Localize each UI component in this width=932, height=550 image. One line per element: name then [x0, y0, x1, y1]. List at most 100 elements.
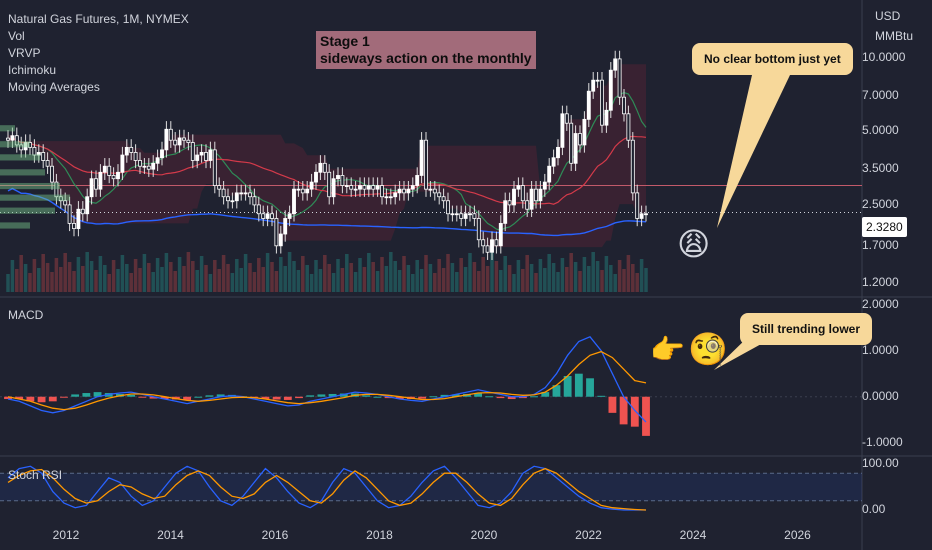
candle-body	[199, 152, 204, 156]
volume-bar	[15, 269, 19, 292]
indicator-vrvp[interactable]: VRVP	[8, 46, 41, 60]
volume-bar	[389, 252, 393, 292]
macd-histogram-bar	[48, 396, 57, 402]
macd-histogram-bar	[451, 394, 460, 397]
volume-bar	[147, 263, 151, 292]
macd-histogram-bar	[183, 396, 192, 400]
macd-histogram-bar	[619, 396, 628, 425]
ichimoku-cloud	[8, 64, 646, 248]
ma-long-line	[7, 187, 647, 237]
macd-histogram-bar	[429, 396, 438, 398]
volume-bar	[28, 273, 32, 292]
candle-body	[116, 171, 120, 180]
candle-body	[230, 200, 235, 203]
price-tick-label: 7.0000	[862, 87, 899, 102]
volume-bar	[261, 267, 265, 292]
macd-histogram-bar	[373, 396, 382, 398]
candle-body	[613, 58, 618, 71]
volume-bar	[257, 258, 261, 292]
pointing-hand-icon: 👉	[650, 333, 685, 366]
volume-bar	[490, 252, 494, 292]
volume-bar	[358, 258, 362, 292]
volume-bar	[173, 271, 177, 292]
volume-profile-bar	[0, 154, 40, 161]
stage-annotation: Stage 1 sideways action on the monthly	[316, 31, 536, 69]
candle-body	[322, 162, 327, 173]
macd-histogram-bar	[93, 392, 102, 397]
candle-body	[160, 149, 164, 159]
year-tick-label: 2016	[261, 528, 289, 542]
macd-histogram-bar	[295, 396, 303, 399]
volume-bar	[397, 270, 402, 292]
candle-body	[468, 213, 472, 216]
price-tick-label: 5.0000	[862, 123, 899, 138]
candle-body	[146, 165, 151, 170]
candle-body	[516, 185, 521, 190]
volume-profile-bar	[0, 194, 70, 201]
macd-histogram-bar	[474, 393, 483, 397]
volume-bar	[547, 254, 551, 292]
volume-bar	[556, 272, 560, 292]
candle-body	[622, 96, 626, 115]
macd-histogram-bar	[127, 394, 136, 397]
volume-bar	[569, 253, 573, 292]
year-tick-label: 2018	[366, 528, 393, 542]
volume-bar	[283, 266, 287, 292]
candle-body	[58, 196, 63, 202]
volume-bar	[419, 269, 424, 292]
candle-body	[252, 196, 257, 206]
price-tick-label: 2.5000	[862, 196, 899, 211]
macd-histogram-bar	[608, 396, 617, 413]
volume-bar	[230, 273, 235, 292]
candle-body	[402, 188, 406, 194]
macd-histogram-bar	[552, 385, 561, 397]
volume-profile-bar	[0, 125, 15, 132]
volume-bar	[287, 252, 292, 292]
macd-histogram-bar	[541, 392, 550, 397]
candle-body	[490, 239, 494, 253]
volume-bar	[485, 266, 490, 292]
volume-bar	[375, 271, 380, 292]
indicator-vol[interactable]: Vol	[8, 29, 25, 43]
volume-bar	[133, 259, 138, 292]
volume-bar	[617, 260, 622, 292]
candle-body	[94, 178, 98, 190]
macd-histogram-bar	[395, 396, 404, 400]
volume-bar	[98, 256, 103, 292]
volume-bar	[204, 265, 208, 292]
volume-profile-bar	[0, 222, 30, 229]
candle-body	[582, 118, 587, 146]
volume-bar	[411, 274, 415, 292]
candle-body	[560, 113, 565, 148]
bottom-callout-pointer	[717, 75, 790, 228]
volume-bar	[107, 274, 111, 292]
volume-bar	[402, 256, 406, 292]
candle-body	[76, 208, 81, 229]
candle-body	[32, 146, 37, 156]
volume-bar	[41, 254, 45, 292]
candle-body	[498, 223, 503, 247]
candle-body	[450, 213, 455, 216]
indicator-ichimoku[interactable]: Ichimoku	[8, 63, 57, 77]
macd-histogram-bar	[328, 393, 337, 397]
volume-bar	[622, 269, 626, 292]
macd-histogram-bar	[194, 396, 203, 398]
candle-body	[217, 185, 222, 190]
candle-body	[349, 185, 354, 190]
macd-histogram-bar	[160, 396, 169, 400]
candle-body	[221, 188, 226, 198]
candle-body	[28, 142, 32, 148]
volume-profile-bar	[0, 141, 30, 148]
volume-bar	[305, 265, 309, 292]
indicator-moving-averages[interactable]: Moving Averages	[8, 80, 100, 94]
candle-body	[14, 135, 19, 146]
volume-bar	[393, 261, 397, 292]
volume-bar	[521, 269, 525, 292]
volume-bar	[182, 266, 186, 292]
candle-body	[432, 188, 437, 194]
volume-bar	[252, 272, 257, 292]
macd-histogram-bar	[530, 396, 538, 398]
stoch-rsi-title[interactable]: Stoch RSI	[8, 468, 63, 482]
macd-title[interactable]: MACD	[8, 308, 44, 322]
volume-bar	[248, 263, 252, 292]
